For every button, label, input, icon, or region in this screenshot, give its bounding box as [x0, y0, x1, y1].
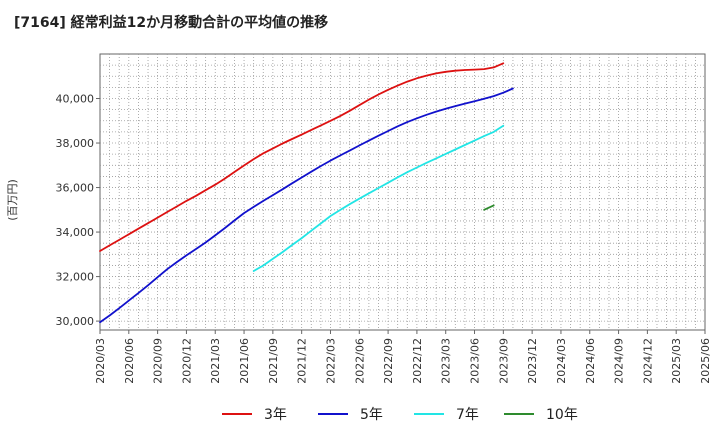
x-tick-label: 2025/03: [670, 338, 683, 384]
legend-label: 3年: [264, 407, 287, 423]
chart-title: [7164] 経常利益12か月移動合計の平均値の推移: [14, 15, 329, 31]
series-line: [99, 62, 505, 252]
y-axis-ticks: 30,000 32,000 34,000 36,000 38,000 40,000: [56, 93, 100, 328]
legend-label: 10年: [546, 407, 578, 423]
y-tick-label: 34,000: [56, 226, 95, 239]
x-tick-label: 2022/06: [353, 338, 366, 384]
y-tick-label: 38,000: [56, 137, 95, 150]
x-tick-label: 2021/09: [267, 338, 280, 384]
plot-area: [99, 53, 706, 331]
x-tick-label: 2020/12: [180, 338, 193, 384]
x-tick-label: 2023/06: [469, 338, 482, 384]
legend-label: 5年: [360, 407, 383, 423]
x-tick-label: 2022/12: [411, 338, 424, 384]
y-tick-label: 36,000: [56, 182, 95, 195]
y-tick-label: 32,000: [56, 271, 95, 284]
y-axis-label: (百万円): [6, 179, 19, 221]
x-tick-label: 2023/03: [440, 338, 453, 384]
y-tick-label: 30,000: [56, 315, 95, 328]
legend-label: 7年: [456, 407, 479, 423]
series-line: [99, 87, 514, 324]
x-tick-label: 2023/12: [526, 338, 539, 384]
x-tick-label: 2024/06: [584, 338, 597, 384]
x-tick-label: 2022/03: [324, 338, 337, 384]
x-axis-ticks: 2020/03 2020/06 2020/09 2020/12 2021/03 2021/…: [94, 330, 712, 384]
series-line: [252, 124, 505, 272]
x-tick-label: 2020/06: [123, 338, 136, 384]
x-tick-label: 2020/09: [152, 338, 165, 384]
x-tick-label: 2024/09: [613, 338, 626, 384]
series-lines: [99, 62, 514, 324]
x-tick-label: 2023/09: [497, 338, 510, 384]
x-tick-label: 2021/03: [209, 338, 222, 384]
series-line: [483, 204, 495, 211]
x-tick-label: 2021/06: [238, 338, 251, 384]
x-tick-label: 2025/06: [699, 338, 712, 384]
grid: [100, 54, 705, 330]
x-tick-label: 2022/09: [382, 338, 395, 384]
x-tick-label: 2024/03: [555, 338, 568, 384]
x-tick-label: 2020/03: [94, 338, 107, 384]
x-tick-label: 2021/12: [296, 338, 309, 384]
x-tick-label: 2024/12: [641, 338, 654, 384]
legend: 3年 5年 7年 10年: [222, 407, 578, 423]
y-tick-label: 40,000: [56, 93, 95, 106]
